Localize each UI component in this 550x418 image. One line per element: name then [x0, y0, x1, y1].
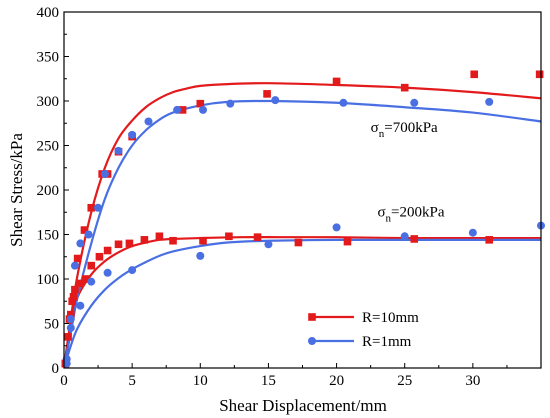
x-tick-label: 25	[397, 373, 412, 389]
data-point	[68, 297, 76, 306]
data-point	[485, 236, 494, 244]
stress-annotation: σn=200kPa	[377, 205, 444, 225]
y-tick-label: 50	[44, 317, 59, 333]
data-point	[485, 97, 494, 106]
data-point	[80, 226, 89, 234]
data-point	[76, 239, 85, 248]
data-point	[470, 70, 479, 79]
data-point	[95, 252, 104, 261]
x-tick-label: 20	[329, 373, 344, 389]
data-point	[400, 83, 409, 92]
data-point	[67, 310, 75, 319]
y-tick-label: 350	[37, 50, 60, 66]
data-point	[84, 230, 93, 239]
y-tick-label: 100	[37, 272, 60, 288]
data-point	[173, 105, 182, 114]
y-axis-title: Shear Stress/kPa	[7, 133, 26, 247]
data-point	[64, 333, 72, 341]
x-tick-label: 5	[128, 373, 136, 389]
data-point	[410, 235, 419, 243]
stress-annotation: σn=700kPa	[371, 120, 438, 140]
y-tick-label: 150	[37, 228, 60, 244]
data-point	[339, 98, 348, 107]
legend: R=10mm R=1mm	[308, 310, 419, 350]
legend-marker	[308, 337, 316, 345]
data-point	[144, 117, 153, 126]
data-point	[70, 261, 79, 270]
data-point	[69, 293, 78, 301]
data-point	[125, 239, 134, 248]
data-point	[169, 236, 177, 245]
y-tick-label: 250	[37, 139, 60, 155]
data-point	[103, 268, 112, 277]
data-point	[155, 232, 164, 241]
data-point	[128, 130, 137, 139]
fit-curve-r10mm-700kPa	[64, 82, 541, 368]
data-point	[535, 70, 544, 79]
data-point	[332, 77, 341, 86]
x-tick-label: 0	[60, 373, 68, 389]
legend-entry: R=10mm	[308, 310, 419, 326]
data-point	[225, 232, 233, 241]
fit-curve-r10mm-200kPa	[64, 236, 541, 368]
data-point	[103, 246, 112, 255]
data-point	[294, 238, 303, 247]
data-point	[196, 251, 205, 260]
data-point	[199, 105, 208, 114]
data-point	[76, 279, 85, 288]
data-point	[343, 237, 352, 246]
data-point	[82, 275, 90, 283]
data-point	[128, 266, 137, 275]
data-point	[76, 301, 85, 310]
y-tick-label: 0	[52, 361, 60, 377]
data-point	[87, 277, 96, 286]
data-point	[66, 315, 75, 324]
data-point	[253, 233, 262, 241]
data-point	[71, 285, 79, 294]
data-point	[271, 96, 280, 105]
data-point	[66, 323, 75, 332]
data-point	[332, 223, 341, 232]
y-tick-label: 400	[37, 5, 60, 21]
legend-entry: R=1mm	[308, 334, 412, 350]
y-tick-label: 200	[37, 183, 60, 199]
data-point	[400, 232, 409, 241]
data-point	[196, 99, 205, 108]
data-point	[87, 261, 96, 270]
data-point	[87, 204, 96, 212]
fit-curves	[64, 82, 541, 368]
x-tick-label: 30	[465, 373, 480, 389]
fit-curve-r1mm-200kPa	[64, 238, 541, 368]
data-point	[264, 240, 273, 249]
legend-label: R=10mm	[362, 310, 419, 326]
y-tick-label: 300	[37, 94, 60, 110]
annotations: σn=700kPa σn=200kPa	[371, 120, 445, 225]
data-point	[73, 254, 82, 263]
data-point	[114, 240, 123, 249]
data-point	[263, 90, 271, 98]
plot-frame	[63, 11, 542, 369]
fit-curve-r1mm-700kPa	[64, 99, 541, 368]
data-point	[114, 146, 123, 155]
data-point	[410, 98, 419, 107]
data-point	[199, 236, 207, 245]
x-tick-label: 15	[261, 373, 276, 389]
x-axis-title: Shear Displacement/mm	[219, 396, 387, 415]
legend-marker	[308, 313, 316, 321]
data-points	[61, 70, 545, 368]
data-point	[62, 359, 71, 368]
legend-label: R=1mm	[362, 334, 412, 350]
data-point	[178, 106, 187, 114]
data-point	[94, 203, 103, 212]
data-point	[226, 99, 235, 108]
data-point	[100, 169, 109, 178]
x-tick-label: 10	[193, 373, 208, 389]
data-point	[140, 236, 149, 244]
data-point	[468, 228, 477, 237]
